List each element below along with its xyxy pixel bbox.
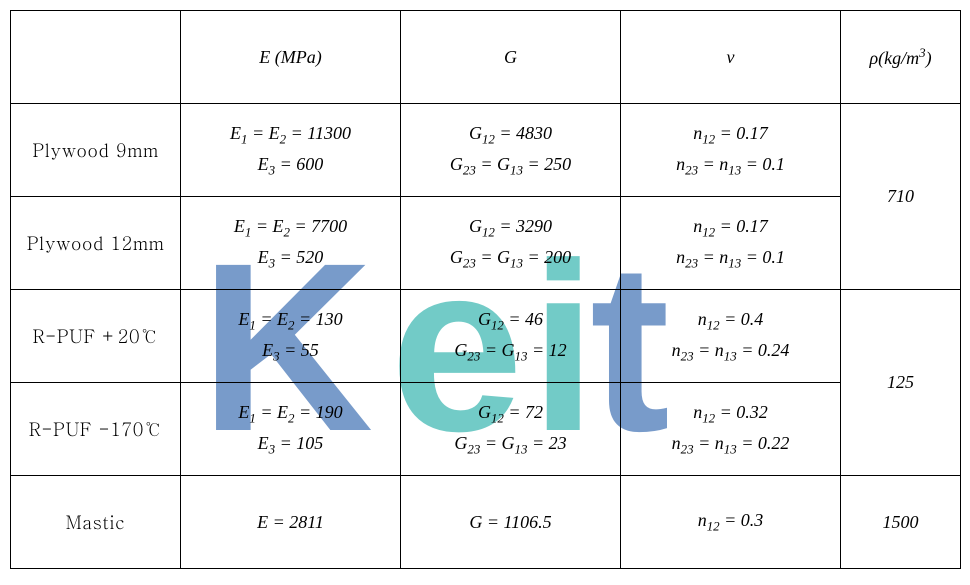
row-label: Plywood 12mm (11, 197, 181, 290)
cell-E: E1 = E2 = 11300 E3 = 600 (181, 104, 401, 197)
cell-density-rpuf: 125 (841, 290, 961, 476)
cell-E: E1 = E2 = 130 E3 = 55 (181, 290, 401, 383)
cell-G: G = 1106.5 (401, 476, 621, 569)
cell-density-plywood: 710 (841, 104, 961, 290)
header-G: G (401, 11, 621, 104)
cell-nu: n12 = 0.17 n23 = n13 = 0.1 (621, 104, 841, 197)
row-label: R-PUF +20℃ (11, 290, 181, 383)
header-row: E (MPa) G ν ρ(kg/m3) (11, 11, 961, 104)
table-row: Mastic E = 2811 G = 1106.5 n12 = 0.3 150… (11, 476, 961, 569)
cell-G: G12 = 4830 G23 = G13 = 250 (401, 104, 621, 197)
cell-density-mastic: 1500 (841, 476, 961, 569)
table-row: R-PUF +20℃ E1 = E2 = 130 E3 = 55 G12 = 4… (11, 290, 961, 383)
cell-G: G12 = 3290 G23 = G13 = 200 (401, 197, 621, 290)
table-row: Plywood 12mm E1 = E2 = 7700 E3 = 520 G12… (11, 197, 961, 290)
row-label: R-PUF -170℃ (11, 383, 181, 476)
cell-nu: n12 = 0.17 n23 = n13 = 0.1 (621, 197, 841, 290)
cell-G: G12 = 72 G23 = G13 = 23 (401, 383, 621, 476)
cell-E: E1 = E2 = 190 E3 = 105 (181, 383, 401, 476)
cell-nu: n12 = 0.32 n23 = n13 = 0.22 (621, 383, 841, 476)
header-rho: ρ(kg/m3) (841, 11, 961, 104)
row-label: Plywood 9mm (11, 104, 181, 197)
material-properties-table: E (MPa) G ν ρ(kg/m3) Plywood 9mm E1 = E2… (10, 10, 961, 569)
table-row: R-PUF -170℃ E1 = E2 = 190 E3 = 105 G12 =… (11, 383, 961, 476)
header-blank (11, 11, 181, 104)
row-label: Mastic (11, 476, 181, 569)
cell-nu: n12 = 0.4 n23 = n13 = 0.24 (621, 290, 841, 383)
header-E: E (MPa) (181, 11, 401, 104)
cell-E: E1 = E2 = 7700 E3 = 520 (181, 197, 401, 290)
cell-nu: n12 = 0.3 (621, 476, 841, 569)
cell-G: G12 = 46 G23 = G13 = 12 (401, 290, 621, 383)
table-row: Plywood 9mm E1 = E2 = 11300 E3 = 600 G12… (11, 104, 961, 197)
header-nu: ν (621, 11, 841, 104)
cell-E: E = 2811 (181, 476, 401, 569)
